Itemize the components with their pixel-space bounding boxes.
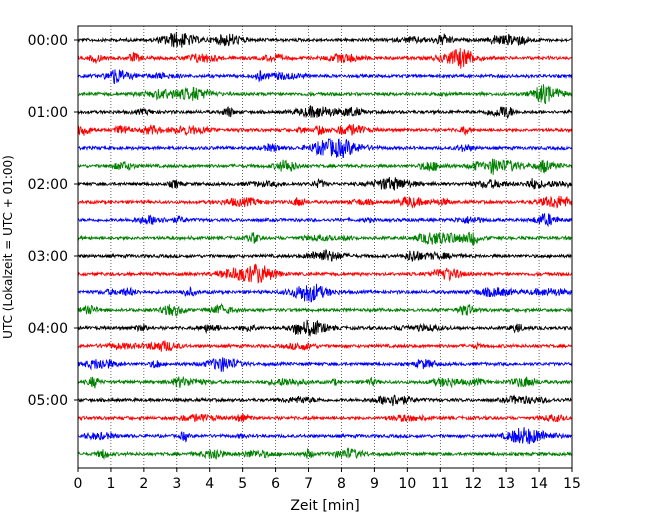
x-tick-label: 15 xyxy=(563,476,581,492)
x-tick-label: 5 xyxy=(238,476,247,492)
trace-line xyxy=(77,263,573,284)
x-axis-label: Zeit [min] xyxy=(290,498,359,514)
trace-line xyxy=(77,69,573,85)
x-tick-label: 1 xyxy=(106,476,115,492)
y-tick-label: 03:00 xyxy=(28,249,68,265)
trace-line xyxy=(77,158,573,175)
trace-line xyxy=(77,213,573,228)
x-tick-label: 9 xyxy=(370,476,379,492)
x-tick-label: 8 xyxy=(337,476,346,492)
trace-line xyxy=(77,319,573,337)
trace-line xyxy=(77,357,573,372)
trace-line xyxy=(77,195,573,209)
y-tick-label: 04:00 xyxy=(28,321,68,337)
trace-line xyxy=(77,340,573,352)
x-tick-label: 12 xyxy=(464,476,482,492)
trace-line xyxy=(77,84,573,105)
trace-line xyxy=(77,375,573,389)
trace-line xyxy=(77,105,573,119)
x-tick-label: 0 xyxy=(74,476,83,492)
plot-frame xyxy=(77,25,573,469)
y-axis-ticks: 00:00 01:00 02:00 03:00 04:00 05:00 xyxy=(28,33,78,409)
x-axis-ticks: 0 1 2 3 4 5 6 7 8 9 10 11 12 13 14 15 xyxy=(74,468,581,492)
y-tick-label: 01:00 xyxy=(28,105,68,121)
trace-line xyxy=(77,124,573,137)
trace-line xyxy=(77,138,573,158)
y-tick-label: 00:00 xyxy=(28,33,68,49)
trace-line xyxy=(77,176,573,191)
y-tick-label: 05:00 xyxy=(28,393,68,409)
trace-line xyxy=(77,302,573,317)
trace-line xyxy=(77,248,573,262)
trace-line xyxy=(77,413,573,423)
x-tick-label: 6 xyxy=(271,476,280,492)
x-tick-label: 11 xyxy=(431,476,449,492)
trace-group xyxy=(77,32,573,460)
y-axis-label: UTC (Lokalzeit = UTC + 01:00) xyxy=(1,155,15,339)
x-tick-label: 10 xyxy=(398,476,416,492)
trace-line xyxy=(77,48,573,69)
trace-line xyxy=(77,427,573,445)
x-tick-label: 13 xyxy=(497,476,515,492)
y-tick-label: 02:00 xyxy=(28,177,68,193)
trace-line xyxy=(77,231,573,246)
trace-line xyxy=(77,446,573,460)
trace-line xyxy=(77,32,573,48)
x-tick-label: 14 xyxy=(530,476,548,492)
x-tick-label: 3 xyxy=(172,476,181,492)
trace-line xyxy=(77,283,573,303)
x-tick-label: 4 xyxy=(205,476,214,492)
x-tick-label: 2 xyxy=(139,476,148,492)
trace-line xyxy=(77,394,573,407)
x-tick-label: 7 xyxy=(304,476,313,492)
